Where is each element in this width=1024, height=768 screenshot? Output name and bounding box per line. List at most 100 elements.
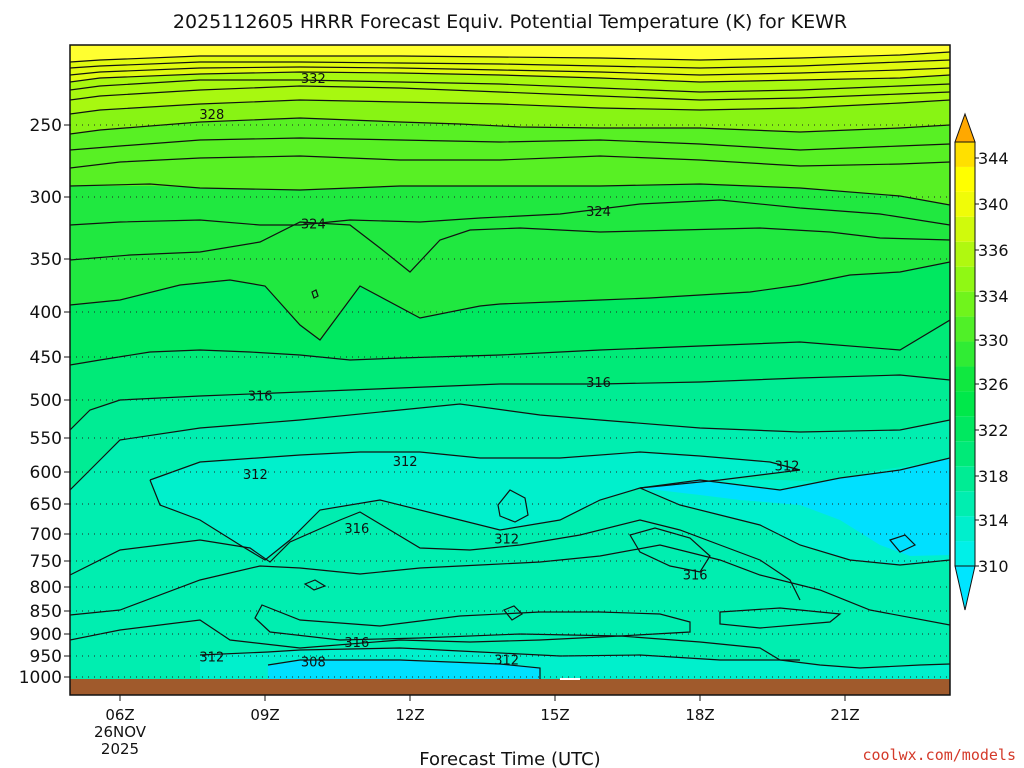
contour-label: 312 (243, 468, 268, 483)
x-tick-label: 15Z (540, 706, 569, 724)
contour-line (70, 374, 950, 431)
contour-line (70, 221, 950, 273)
colorbar-tick-label: 314 (978, 511, 1009, 530)
contour-line (149, 451, 801, 481)
x-tick-label: 12Z (395, 706, 424, 724)
colorbar-tick-label: 344 (978, 149, 1009, 168)
contour-lines (70, 51, 950, 680)
colorbar-swatch (955, 216, 975, 242)
contour-line (70, 199, 950, 226)
credit-text: coolwx.com/models (862, 746, 1016, 764)
colorbar-tick-label: 322 (978, 421, 1009, 440)
contour-line (311, 289, 319, 299)
contour-line (70, 59, 950, 69)
contour-line (70, 99, 950, 115)
colorbar-swatch (955, 516, 975, 542)
contour-line (497, 489, 529, 523)
contour-line (719, 607, 842, 629)
contour-line (267, 659, 541, 680)
contour-label: 316 (586, 376, 611, 391)
colorbar-swatch (955, 142, 975, 167)
colorbar-frame (954, 141, 976, 567)
x-axis-label: Forecast Time (UTC) (419, 749, 600, 768)
contour-line (70, 183, 950, 206)
contour-label: 312 (494, 532, 519, 547)
plot-area (70, 45, 950, 695)
contour-label: 316 (683, 569, 708, 584)
contour-label: 312 (199, 650, 224, 665)
y-tick-label: 500 (30, 391, 62, 411)
contour-line (639, 487, 950, 566)
colorbar-swatch (955, 266, 975, 292)
colorbar-tick-label: 330 (978, 331, 1009, 350)
colorbar-swatch (955, 166, 975, 192)
colorbar-swatch (955, 466, 975, 492)
x-tick-label: 21Z (830, 706, 859, 724)
contour-line (888, 534, 917, 553)
colorbar-tick-label: 318 (978, 467, 1009, 486)
contour-label: 324 (301, 217, 326, 232)
colorbar-swatch (955, 491, 975, 517)
contour-label: 328 (199, 108, 224, 123)
y-tick-label: 1000 (19, 668, 62, 688)
band-312-a (150, 452, 800, 560)
y-tick-label: 300 (30, 188, 62, 208)
y-tick-label: 650 (30, 495, 62, 515)
y-tick-label: 450 (30, 348, 62, 368)
band-316 (70, 375, 950, 490)
colorbar-tick-label: 310 (978, 557, 1009, 576)
band-310-bottom2 (268, 660, 540, 680)
contour-label: 316 (248, 390, 273, 405)
band-318 (70, 320, 950, 430)
colorbar-tick-label: 334 (978, 287, 1009, 306)
colorbar-tick-label: 340 (978, 195, 1009, 214)
colorbar-swatch (955, 241, 975, 267)
contour-line (303, 579, 327, 591)
y-tick-label: 700 (30, 525, 62, 545)
y-tick-label: 850 (30, 602, 62, 622)
contour-line (70, 155, 950, 169)
y-tick-label: 600 (30, 463, 62, 483)
plot-frame (69, 44, 951, 696)
contour-line (254, 604, 691, 641)
y-tick-label: 400 (30, 303, 62, 323)
contour-label: 332 (301, 72, 326, 87)
colorbar: 310 314 318 322 326 330 334 336 340 344 (954, 112, 1009, 611)
colorbar-extend-max (954, 112, 976, 143)
contour-line (70, 261, 950, 341)
colorbar-swatch (955, 366, 975, 392)
contour-line (149, 469, 801, 561)
contour-label: 324 (586, 205, 611, 220)
contour-line (70, 79, 950, 93)
colorbar-tick-label: 336 (978, 241, 1009, 260)
terrain-strip (70, 679, 950, 695)
x-axis-ticks: 06Z 09Z 12Z 15Z 18Z 21Z (105, 695, 860, 724)
contour-line (639, 457, 950, 491)
contour-line (70, 403, 950, 491)
band-324 (70, 184, 950, 340)
contour-line (199, 647, 950, 669)
x-date-line-2: 2025 (101, 740, 139, 758)
contour-label: 316 (344, 636, 369, 651)
y-tick-label: 950 (30, 647, 62, 667)
y-tick-label: 800 (30, 578, 62, 598)
contour-label: 312 (775, 460, 800, 475)
band-320 (70, 262, 950, 365)
contour-line (503, 605, 523, 621)
contour-line (70, 85, 950, 101)
contour-line (70, 137, 950, 151)
contour-line (70, 71, 950, 83)
y-tick-label: 550 (30, 429, 62, 449)
contour-line (629, 527, 711, 573)
contour-label: 316 (344, 522, 369, 537)
y-tick-label: 350 (30, 250, 62, 270)
colorbar-swatch (955, 291, 975, 317)
colorbar-swatch (955, 316, 975, 342)
x-tick-label: 09Z (250, 706, 279, 724)
band-328 (70, 118, 950, 205)
colorbar-swatch (955, 341, 975, 367)
y-axis-ticks: 250 300 350 400 450 500 550 600 650 700 750 800 850 9… (19, 116, 70, 688)
contour-labels: 332 328 324 324 316 316 312 312 312 316 312 316 316 3… (199, 72, 799, 671)
x-tick-label: 06Z (105, 706, 134, 724)
